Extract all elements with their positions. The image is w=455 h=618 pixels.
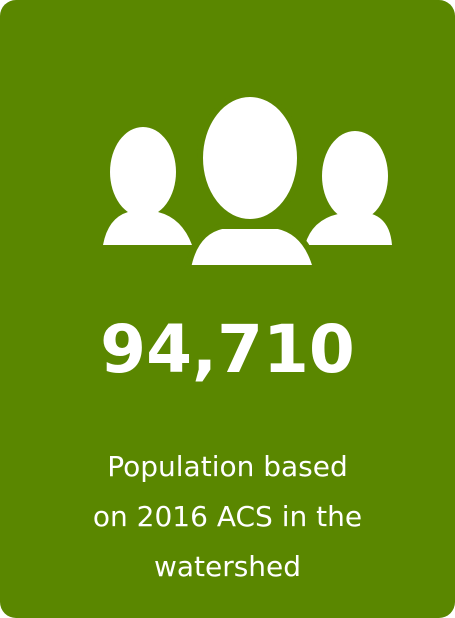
- description-line: watershed: [153, 550, 302, 583]
- stat-description: Population based on 2016 ACS in the wate…: [0, 442, 455, 592]
- people-icon: [103, 91, 392, 271]
- description-line: Population based: [107, 450, 348, 483]
- description-line: on 2016 ACS in the: [92, 500, 363, 533]
- stat-value: 94,710: [100, 311, 355, 388]
